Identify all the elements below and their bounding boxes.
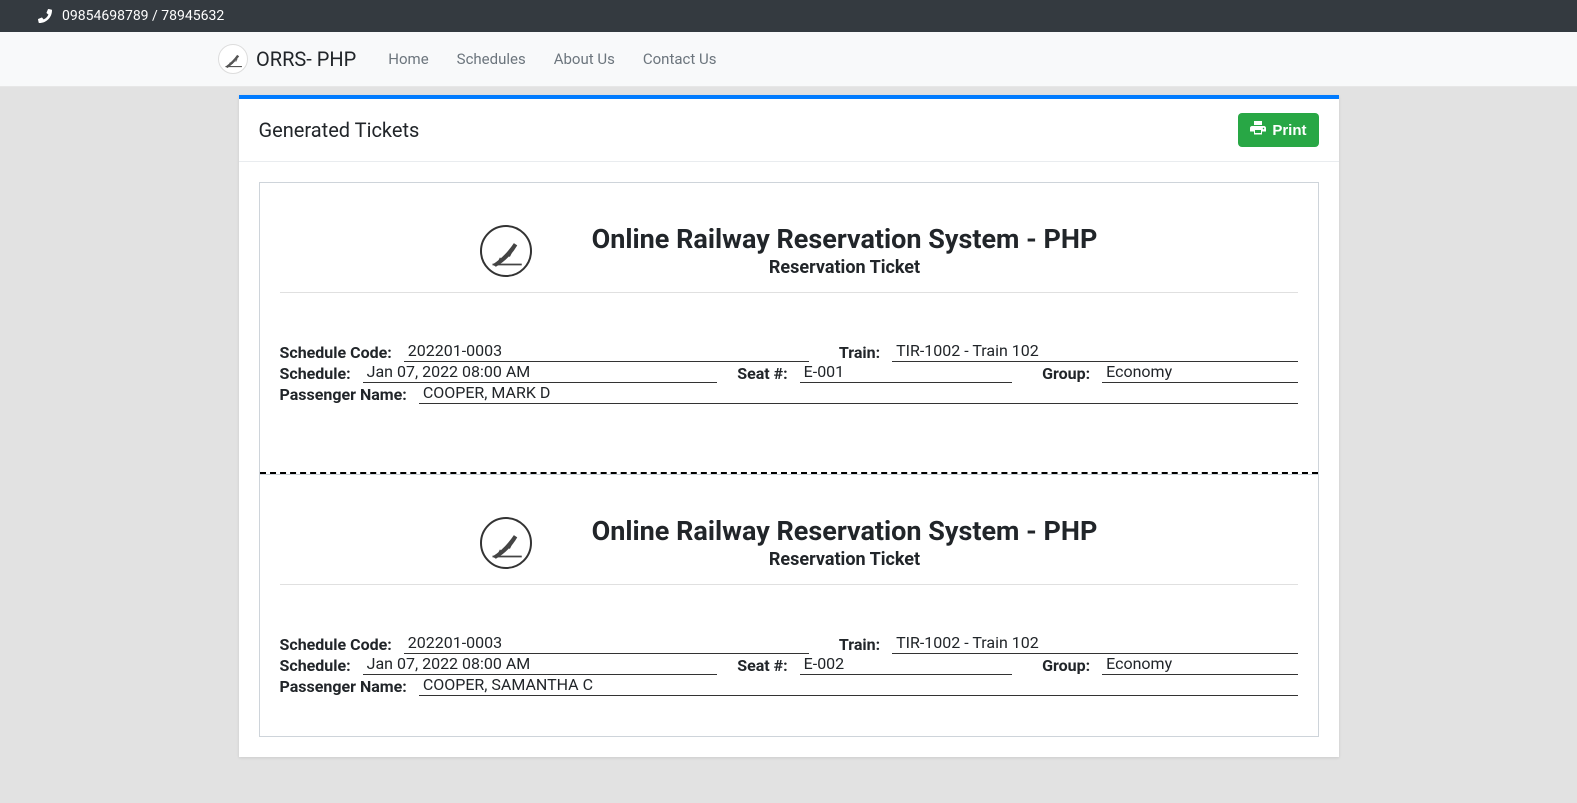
value-schedule-code: 202201-0003 — [404, 341, 809, 362]
value-passenger: COOPER, SAMANTHA C — [419, 675, 1298, 696]
label-schedule: Schedule: — [280, 364, 363, 383]
label-schedule-code: Schedule Code: — [280, 635, 404, 654]
print-button-label: Print — [1272, 122, 1306, 139]
value-passenger: COOPER, MARK D — [419, 383, 1298, 404]
card-body: Online Railway Reservation System - PHP … — [239, 162, 1339, 757]
print-button[interactable]: Print — [1238, 113, 1318, 147]
value-train: TIR-1002 - Train 102 — [892, 341, 1297, 362]
phone-icon — [38, 9, 52, 23]
value-group: Economy — [1102, 362, 1297, 383]
value-seat: E-001 — [800, 362, 1012, 383]
ticket: Online Railway Reservation System - PHP … — [259, 475, 1319, 737]
ticket-header: Online Railway Reservation System - PHP … — [280, 515, 1298, 585]
ticket-subtitle: Reservation Ticket — [592, 257, 1098, 278]
brand-logo-icon — [218, 44, 248, 74]
label-group: Group: — [1042, 364, 1102, 383]
label-train: Train: — [839, 343, 892, 362]
value-seat: E-002 — [800, 654, 1012, 675]
ticket-header: Online Railway Reservation System - PHP … — [280, 223, 1298, 293]
brand[interactable]: ORRS- PHP — [218, 44, 356, 74]
ticket-logo-icon — [480, 517, 532, 569]
ticket-system-title: Online Railway Reservation System - PHP — [592, 515, 1098, 547]
nav-link-contact[interactable]: Contact Us — [629, 42, 731, 76]
topbar-phone-text: 09854698789 / 78945632 — [62, 8, 224, 24]
card-header: Generated Tickets Print — [239, 99, 1339, 162]
content: Generated Tickets Print Online Railway R… — [239, 87, 1339, 757]
brand-text: ORRS- PHP — [256, 47, 356, 71]
topbar: 09854698789 / 78945632 — [0, 0, 1577, 32]
label-train: Train: — [839, 635, 892, 654]
ticket-system-title: Online Railway Reservation System - PHP — [592, 223, 1098, 255]
nav-link-home[interactable]: Home — [374, 42, 442, 76]
value-schedule-code: 202201-0003 — [404, 633, 809, 654]
card-title: Generated Tickets — [259, 118, 420, 142]
label-seat: Seat #: — [737, 656, 799, 675]
label-passenger: Passenger Name: — [280, 677, 419, 696]
value-schedule: Jan 07, 2022 08:00 AM — [363, 362, 718, 383]
print-icon — [1250, 120, 1266, 140]
value-group: Economy — [1102, 654, 1297, 675]
value-schedule: Jan 07, 2022 08:00 AM — [363, 654, 718, 675]
nav-link-about[interactable]: About Us — [540, 42, 629, 76]
value-train: TIR-1002 - Train 102 — [892, 633, 1297, 654]
ticket: Online Railway Reservation System - PHP … — [259, 182, 1319, 475]
navbar: ORRS- PHP Home Schedules About Us Contac… — [0, 32, 1577, 87]
label-schedule: Schedule: — [280, 656, 363, 675]
tickets-card: Generated Tickets Print Online Railway R… — [239, 95, 1339, 757]
label-seat: Seat #: — [737, 364, 799, 383]
ticket-subtitle: Reservation Ticket — [592, 549, 1098, 570]
label-group: Group: — [1042, 656, 1102, 675]
ticket-logo-icon — [480, 225, 532, 277]
nav-link-schedules[interactable]: Schedules — [443, 42, 540, 76]
label-schedule-code: Schedule Code: — [280, 343, 404, 362]
label-passenger: Passenger Name: — [280, 385, 419, 404]
